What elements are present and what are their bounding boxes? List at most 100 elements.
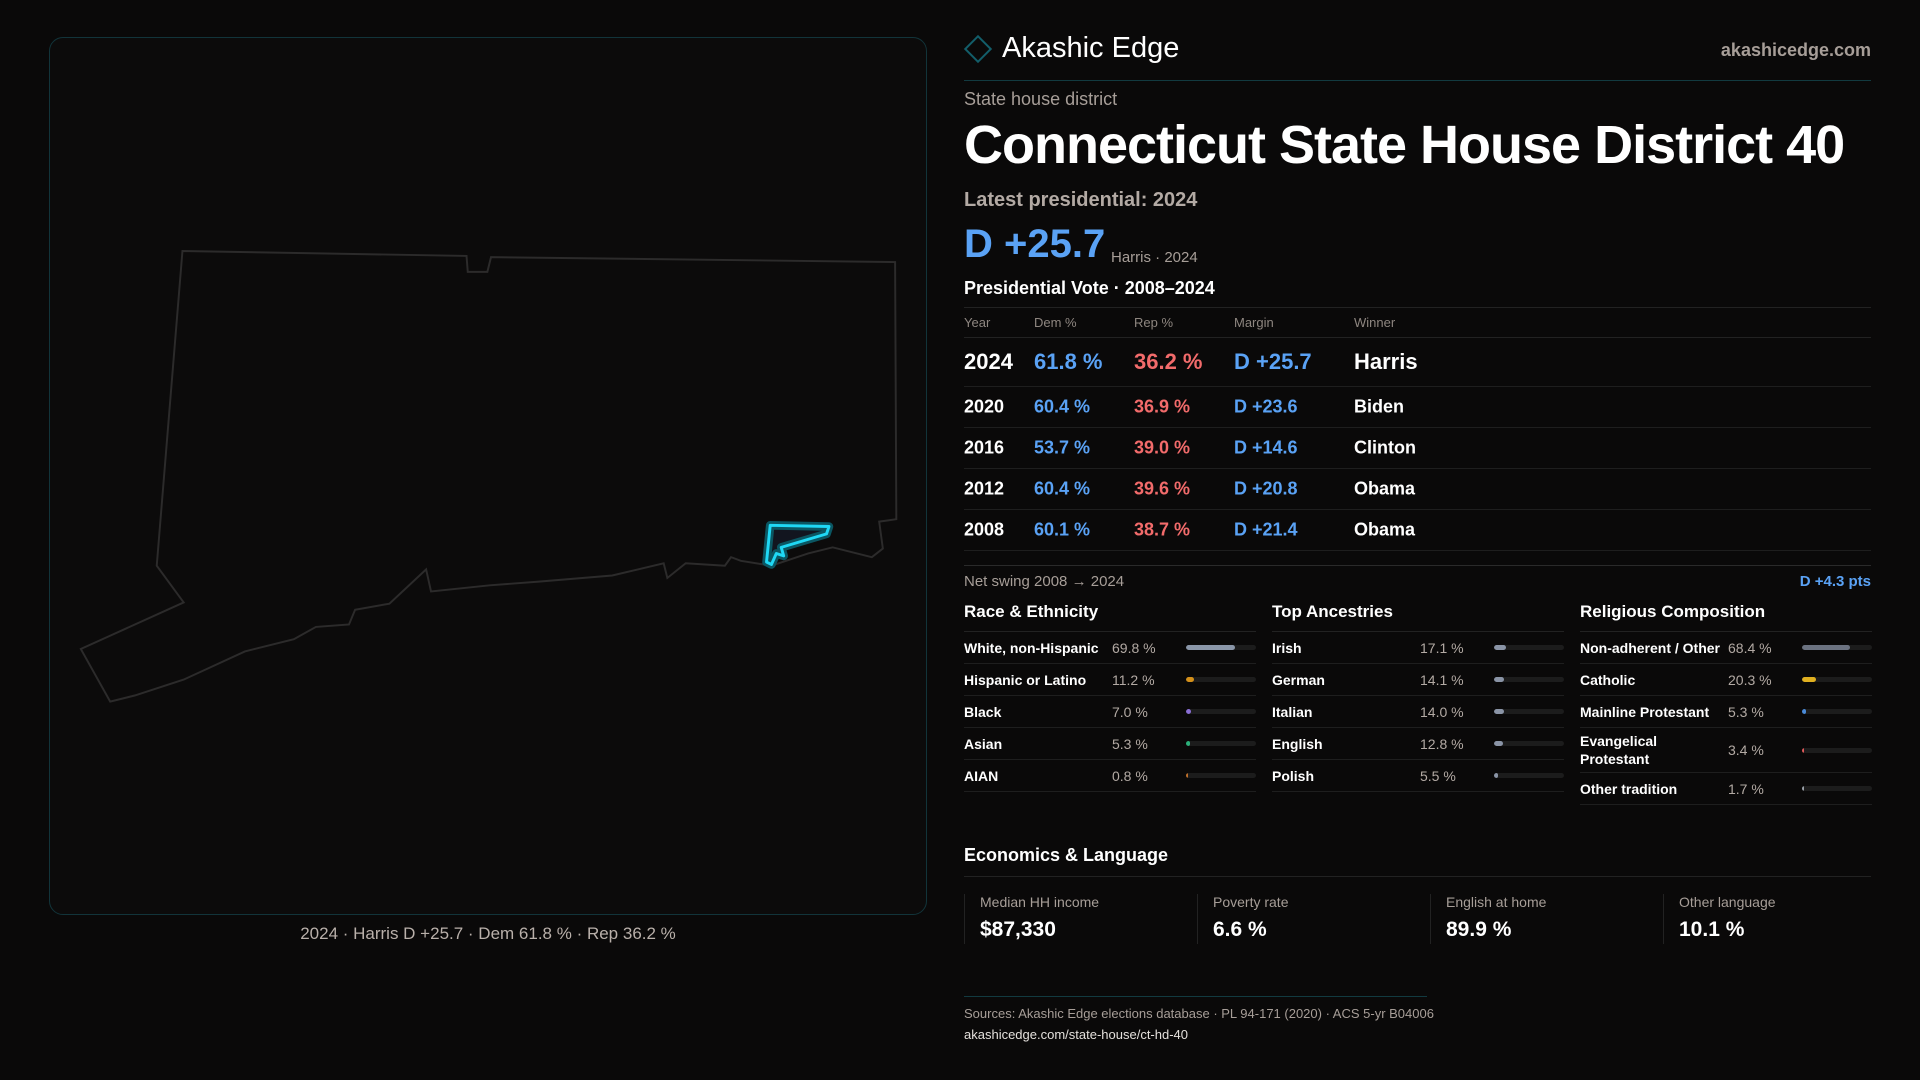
vote-row-2024[interactable]: 2024 61.8 % 36.2 % D +25.7 Harris xyxy=(964,338,1871,387)
row-value: 3.4 % xyxy=(1728,742,1764,758)
stat-card: Poverty rate 6.6 % xyxy=(1197,894,1429,944)
row-label: German xyxy=(1272,671,1325,688)
stat-label: Poverty rate xyxy=(1213,894,1289,910)
share-bar xyxy=(1494,709,1564,714)
vote-rep: 39.6 % xyxy=(1134,478,1191,499)
vote-dem: 60.4 % xyxy=(1034,478,1091,499)
stat-value: 89.9 % xyxy=(1446,918,1512,941)
demographic-row: Evangelical Protestant 3.4 % xyxy=(1580,728,1872,773)
share-bar xyxy=(1186,773,1256,778)
col-header-dem: Dem % xyxy=(1034,315,1077,330)
economics-title: Economics & Language xyxy=(964,845,1169,865)
stat-label: Median HH income xyxy=(980,894,1100,910)
share-bar xyxy=(1494,773,1564,778)
row-value: 1.7 % xyxy=(1728,780,1764,797)
vote-rep: 38.7 % xyxy=(1134,519,1191,540)
vote-dem: 61.8 % xyxy=(1034,349,1103,374)
share-bar xyxy=(1802,786,1872,791)
vote-winner: Harris xyxy=(1354,349,1418,374)
vote-dem: 60.1 % xyxy=(1034,519,1091,540)
latest-presidential-label: Latest presidential: 2024 xyxy=(964,189,1198,211)
vote-year: 2024 xyxy=(964,349,1013,374)
net-swing-value: D +4.3 pts xyxy=(1799,573,1871,590)
row-label: Black xyxy=(964,703,1002,720)
row-value: 5.3 % xyxy=(1728,703,1764,720)
share-bar xyxy=(1186,741,1256,746)
share-bar-fill xyxy=(1186,645,1235,650)
demographic-row: AIAN 0.8 % xyxy=(964,760,1256,792)
demographic-row: Polish 5.5 % xyxy=(1272,760,1564,792)
row-value: 68.4 % xyxy=(1728,639,1772,656)
share-bar-fill xyxy=(1186,677,1194,682)
divider xyxy=(964,307,1871,308)
share-bar-fill xyxy=(1186,709,1191,714)
divider xyxy=(964,565,1871,566)
share-bar xyxy=(1186,709,1256,714)
row-value: 17.1 % xyxy=(1420,639,1464,656)
row-label: Polish xyxy=(1272,767,1315,784)
vote-rep: 36.2 % xyxy=(1134,349,1203,374)
vote-rep: 36.9 % xyxy=(1134,396,1191,417)
map-caption: 2024 · Harris D +25.7 · Dem 61.8 % · Rep… xyxy=(300,924,676,943)
stat-value: 6.6 % xyxy=(1213,918,1267,941)
vote-margin: D +23.6 xyxy=(1234,396,1298,417)
col-header-rep: Rep % xyxy=(1134,315,1174,330)
stat-label: English at home xyxy=(1446,894,1547,910)
share-bar-fill xyxy=(1802,677,1817,682)
row-value: 12.8 % xyxy=(1420,735,1464,752)
row-value: 0.8 % xyxy=(1112,767,1148,784)
stat-card: Median HH income $87,330 xyxy=(964,894,1196,944)
page-url[interactable]: akashicedge.com/state-house/ct-hd-40 xyxy=(964,1027,1189,1042)
demographic-row: White, non-Hispanic 69.8 % xyxy=(964,632,1256,664)
share-bar xyxy=(1494,741,1564,746)
row-label: AIAN xyxy=(964,767,999,784)
vote-year: 2008 xyxy=(964,519,1005,540)
header-divider xyxy=(964,80,1871,81)
vote-winner: Clinton xyxy=(1354,437,1416,458)
row-label: Asian xyxy=(964,735,1003,752)
row-label: Other tradition xyxy=(1580,780,1678,797)
share-bar-fill xyxy=(1802,747,1805,753)
stat-value: $87,330 xyxy=(980,918,1056,941)
share-bar-fill xyxy=(1802,645,1850,650)
row-label: Evangelical Protestant xyxy=(1580,733,1658,767)
share-bar-fill xyxy=(1494,773,1498,778)
vote-dem: 53.7 % xyxy=(1034,437,1091,458)
presidential-vote-title: Presidential Vote · 2008–2024 xyxy=(964,278,1215,298)
share-bar xyxy=(1802,645,1872,650)
row-label: Italian xyxy=(1272,703,1313,720)
vote-row-2016[interactable]: 2016 53.7 % 39.0 % D +14.6 Clinton xyxy=(964,428,1871,469)
vote-margin: D +20.8 xyxy=(1234,478,1298,499)
row-value: 20.3 % xyxy=(1728,671,1772,688)
stat-value: 10.1 % xyxy=(1679,918,1745,941)
headline-margin-sub: Harris · 2024 xyxy=(1111,249,1198,266)
share-bar-fill xyxy=(1494,645,1506,650)
net-swing-label: Net swing 2008 → 2024 xyxy=(964,573,1125,590)
share-bar xyxy=(1494,677,1564,682)
demographic-row: Mainline Protestant 5.3 % xyxy=(1580,696,1872,728)
section-title: Top Ancestries xyxy=(1272,602,1564,632)
vote-row-2020[interactable]: 2020 60.4 % 36.9 % D +23.6 Biden xyxy=(964,387,1871,428)
vote-margin: D +25.7 xyxy=(1234,349,1312,374)
row-value: 14.0 % xyxy=(1420,703,1464,720)
row-value: 14.1 % xyxy=(1420,671,1464,688)
row-label: Irish xyxy=(1272,639,1302,656)
vote-row-2012[interactable]: 2012 60.4 % 39.6 % D +20.8 Obama xyxy=(964,469,1871,510)
district-type: State house district xyxy=(964,89,1118,109)
vote-row-2008[interactable]: 2008 60.1 % 38.7 % D +21.4 Obama xyxy=(964,510,1871,551)
details-panel: Akashic Edge akashicedge.com State house… xyxy=(963,0,1872,1080)
demographics-section-2: Religious Composition Non-adherent / Othe… xyxy=(1580,602,1872,805)
map-panel[interactable] xyxy=(49,37,927,915)
share-bar-fill xyxy=(1186,773,1188,778)
vote-year: 2012 xyxy=(964,478,1005,499)
brand-logo[interactable]: Akashic Edge xyxy=(963,32,1180,65)
col-header-year: Year xyxy=(964,315,991,330)
share-bar-fill xyxy=(1802,709,1806,714)
demographic-row: Hispanic or Latino 11.2 % xyxy=(964,664,1256,696)
demographic-row: Other tradition 1.7 % xyxy=(1580,773,1872,805)
share-bar xyxy=(1494,645,1564,650)
site-link[interactable]: akashicedge.com xyxy=(1720,40,1871,60)
row-value: 5.5 % xyxy=(1420,767,1456,784)
brand-name: Akashic Edge xyxy=(1002,32,1180,64)
demographic-row: Catholic 20.3 % xyxy=(1580,664,1872,696)
